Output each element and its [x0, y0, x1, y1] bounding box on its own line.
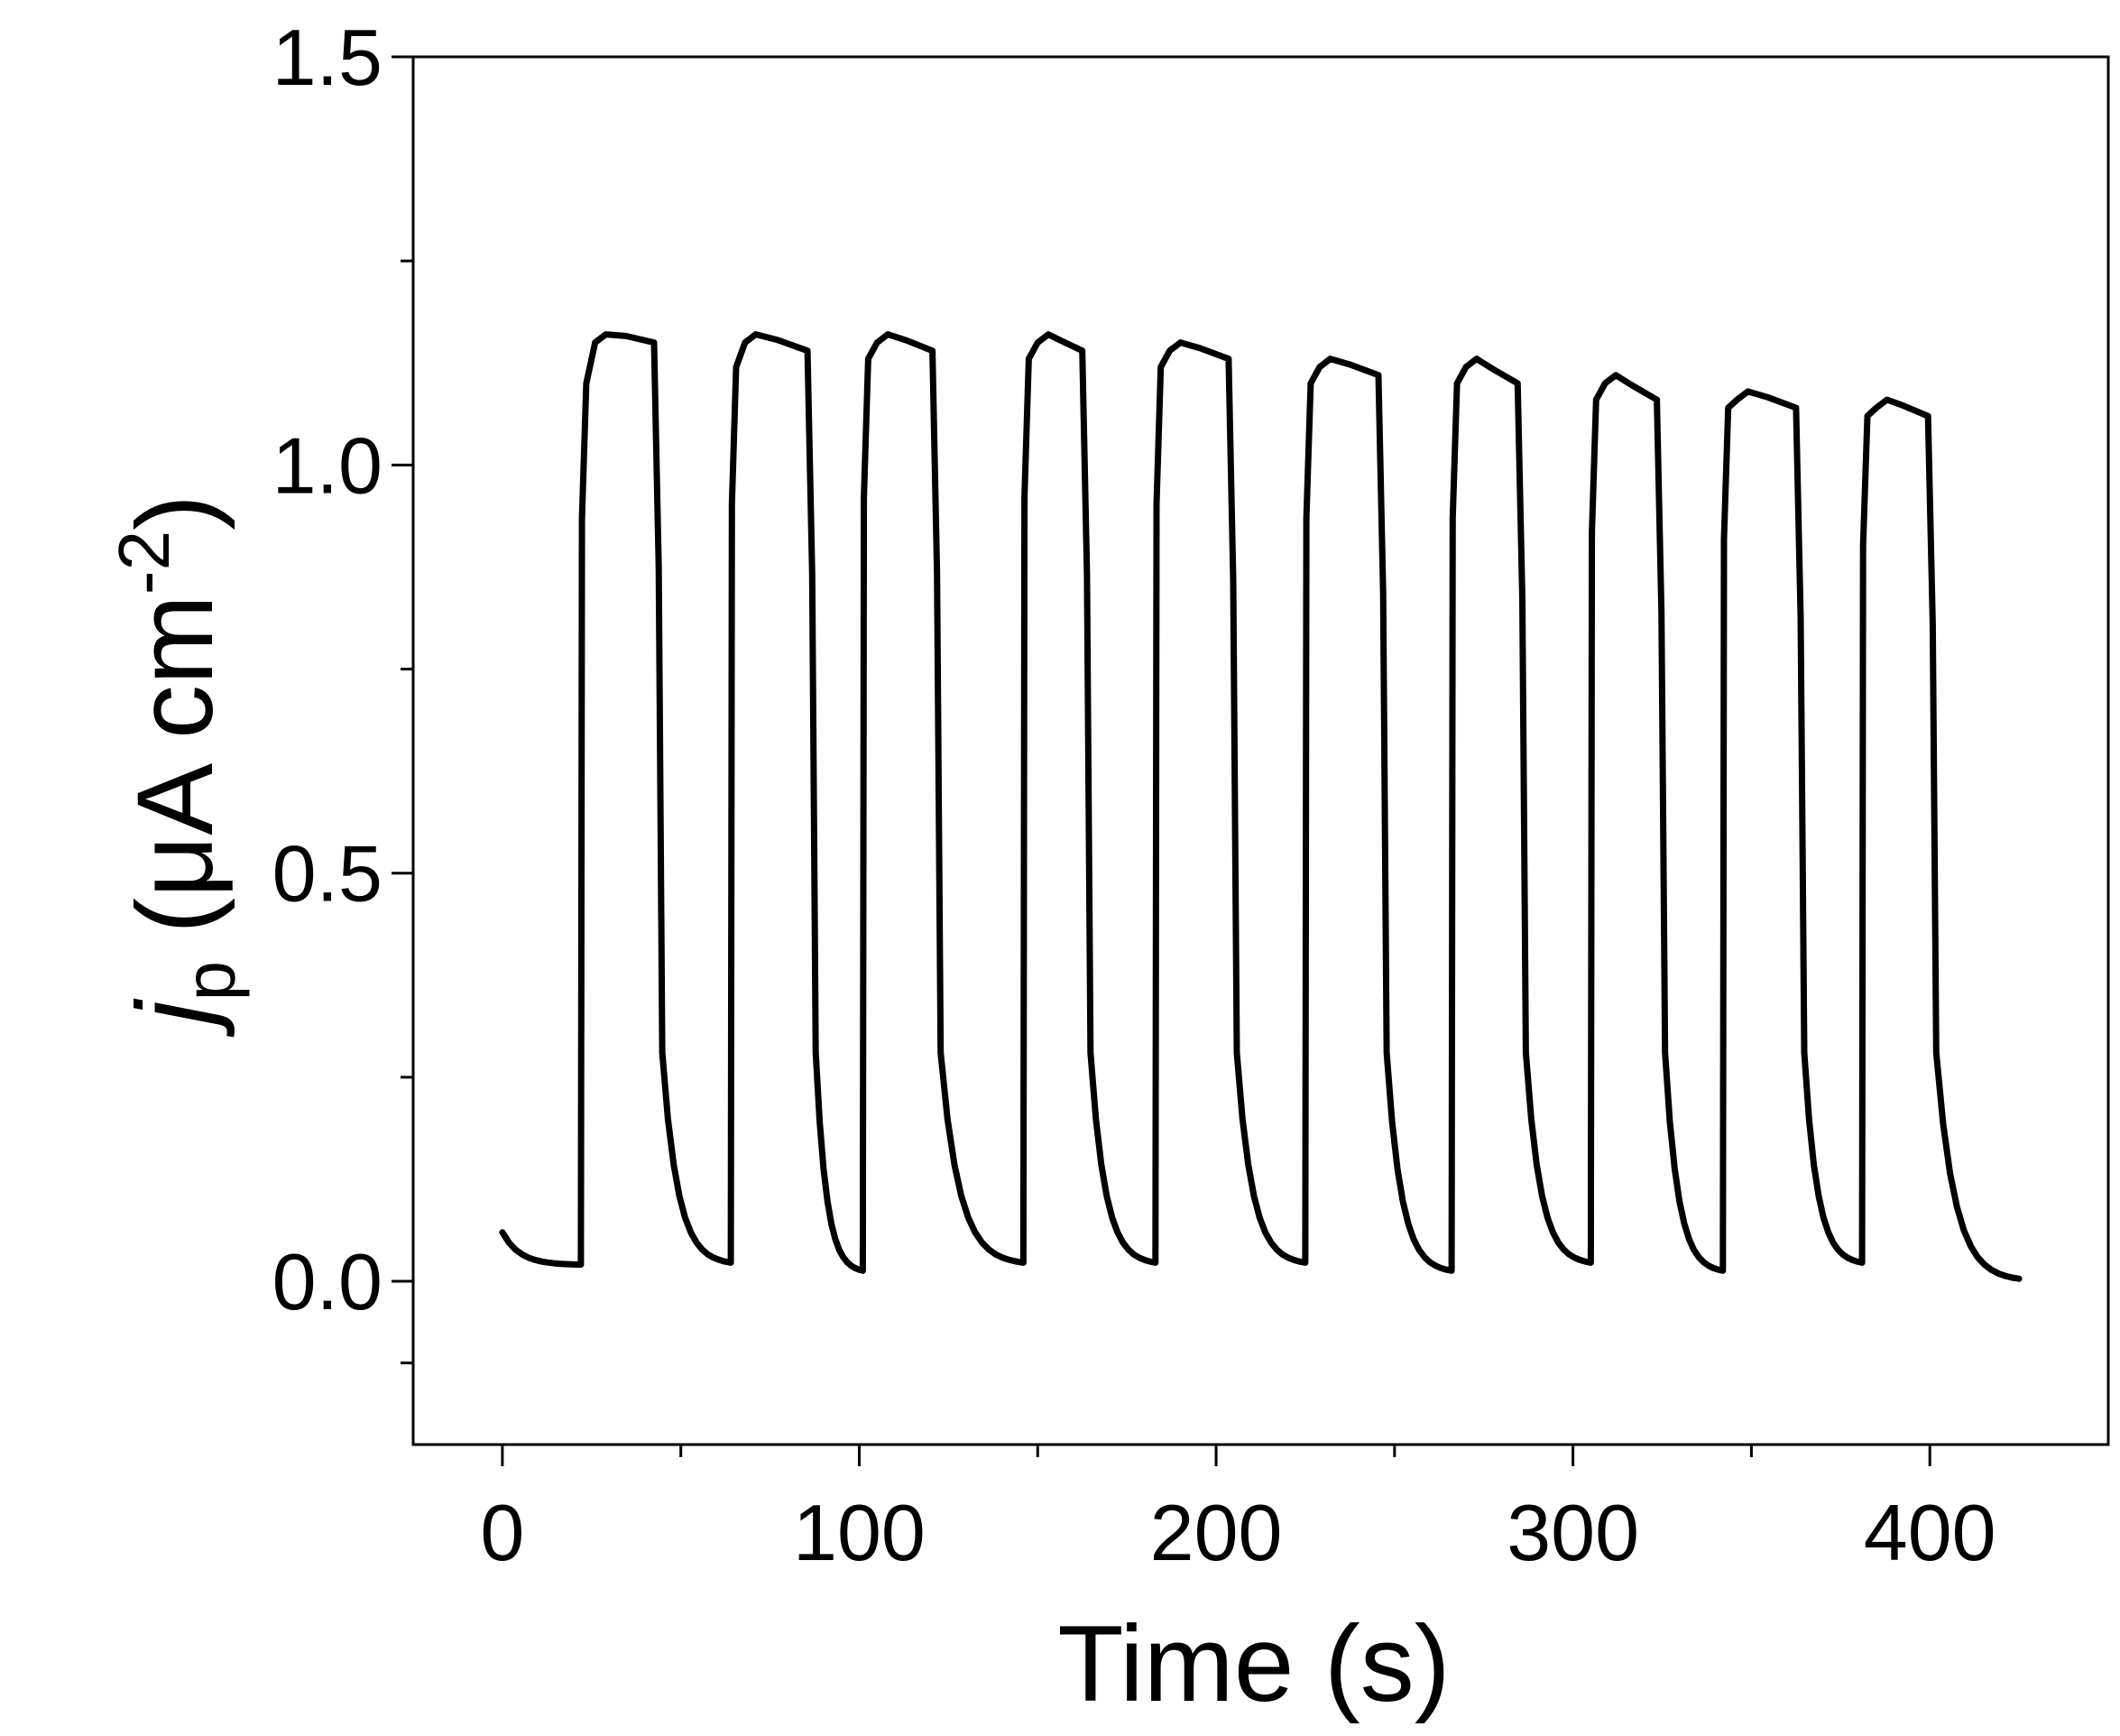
x-axis-title: Time (s)	[1057, 1603, 1450, 1724]
x-tick-label: 200	[1150, 1488, 1283, 1577]
y-tick-label: 0.5	[272, 829, 383, 919]
y-axis-title-subscript: p	[170, 961, 250, 1002]
photocurrent-series-line	[499, 331, 2023, 1282]
x-axis-ticks	[501, 1445, 1931, 1466]
plot-frame	[411, 55, 2110, 1446]
x-tick-label: 0	[480, 1488, 524, 1577]
y-axis-title-unit: (μA cm	[115, 595, 235, 934]
x-tick-label: 400	[1864, 1488, 1996, 1577]
y-axis-ticks	[392, 55, 413, 1365]
y-axis-title-close: )	[115, 494, 235, 531]
x-tick-label: 100	[793, 1488, 926, 1577]
y-axis-tick-labels: 0.0 0.5 1.0 1.5	[272, 13, 383, 1326]
x-tick-label: 300	[1507, 1488, 1639, 1577]
y-tick-label: 1.0	[272, 420, 383, 510]
x-axis-tick-labels: 0 100 200 300 400	[480, 1488, 1996, 1577]
y-axis-title-superscript: -2	[104, 531, 184, 595]
y-tick-label: 0.0	[272, 1237, 383, 1326]
y-axis-title: jp(μA cm-2)	[104, 494, 250, 1038]
y-tick-label: 1.5	[272, 13, 383, 102]
